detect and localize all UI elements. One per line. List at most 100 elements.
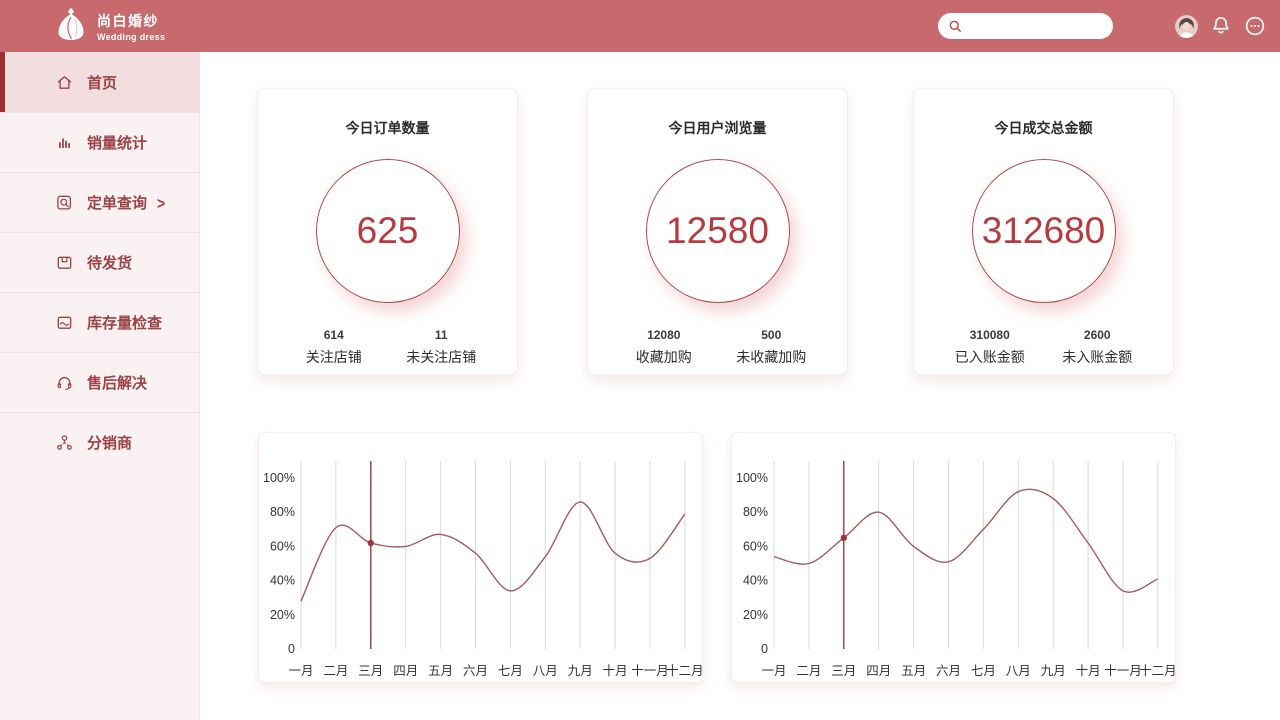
svg-text:100%: 100% [736,471,768,485]
more-icon[interactable] [1244,15,1266,37]
svg-text:十一月: 十一月 [631,664,669,678]
sidebar-item-distributors[interactable]: 分销商 [0,412,199,472]
svg-text:0: 0 [288,642,295,656]
brand: 尚白婚纱 Wedding dress [54,4,165,48]
sidebar-item-home[interactable]: 首页 [0,52,199,112]
stat-circle: 12580 [645,159,790,303]
stat-circle: 312680 [971,159,1116,303]
stat-sub-left: 614 关注店铺 [280,328,388,367]
bell-icon[interactable] [1210,15,1232,37]
svg-text:五月: 五月 [901,664,926,678]
svg-text:六月: 六月 [463,664,488,678]
svg-text:七月: 七月 [971,664,996,678]
svg-text:20%: 20% [270,608,295,622]
svg-text:20%: 20% [743,608,768,622]
svg-text:二月: 二月 [323,664,348,678]
stat-circle: 625 [315,159,460,303]
svg-text:三月: 三月 [358,664,383,678]
svg-text:十月: 十月 [1076,664,1101,678]
stat-card-pageviews: 今日用户浏览量 12580 12080 收藏加购 500 未收藏加购 [587,88,848,375]
svg-text:40%: 40% [270,574,295,588]
line-chart-card-left: 一月 二月 三月 四月 五月 六月 七月 八月 九月 十月 十一月 十二月 100% 80% 60% 40% 2… [258,432,704,683]
stat-sub-left: 12080 收藏加购 [610,328,718,367]
svg-text:0: 0 [761,642,768,656]
svg-text:80%: 80% [270,505,295,519]
sidebar-item-to-ship[interactable]: 待发货 [0,232,199,292]
stat-sub-right: 11 未关注店铺 [388,328,496,367]
stat-sub-value: 12080 [647,328,681,342]
svg-text:九月: 九月 [1041,664,1066,678]
sidebar-item-inventory-check[interactable]: 库存量检查 [0,292,199,352]
stat-card-title: 今日成交总金额 [994,120,1093,136]
sidebar-item-label: 库存量检查 [87,315,163,332]
svg-text:60%: 60% [270,539,295,553]
sidebar-item-order-search[interactable]: 定单查询 > [0,172,199,232]
stat-sub-right: 2600 未入账金额 [1044,328,1152,367]
package-icon [57,256,72,269]
stat-sub-value: 2600 [1083,328,1111,342]
svg-text:四月: 四月 [866,664,891,678]
chevron-right-icon: > [157,192,166,213]
stat-sub-label: 未入账金额 [1062,349,1133,365]
wedding-dress-icon [58,7,84,40]
svg-text:80%: 80% [743,505,768,519]
svg-text:十二月: 十二月 [666,664,704,678]
svg-text:40%: 40% [743,574,768,588]
svg-text:十二月: 十二月 [1139,664,1177,678]
inventory-icon [57,316,72,329]
svg-text:一月: 一月 [761,664,786,678]
stat-sub-label: 未收藏加购 [736,349,807,365]
sidebar-item-label: 定单查询 [87,195,148,212]
svg-text:一月: 一月 [288,664,313,678]
svg-text:60%: 60% [743,539,768,553]
network-icon [57,435,72,450]
stat-sub-right: 500 未收藏加购 [718,328,826,367]
stat-sub-label: 收藏加购 [635,349,692,365]
svg-text:五月: 五月 [428,664,453,678]
stat-value: 12580 [666,210,769,251]
stat-sub-left: 310080 已入账金额 [936,328,1044,367]
stat-sub-row: 310080 已入账金额 2600 未入账金额 [914,328,1173,367]
sidebar-item-label: 首页 [87,74,118,92]
avatar[interactable] [1175,14,1198,38]
stat-card-title: 今日订单数量 [345,120,430,136]
stat-sub-row: 614 关注店铺 11 未关注店铺 [258,328,517,367]
stat-sub-value: 500 [761,328,782,342]
svg-text:九月: 九月 [568,664,593,678]
order-search-icon [57,195,72,210]
stat-card-orders: 今日订单数量 625 614 关注店铺 11 未关注店铺 [257,88,518,375]
line-chart-card-right: 一月 二月 三月 四月 五月 六月 七月 八月 九月 十月 十一月 十二月 100% 80% 60% 40% 2… [731,432,1177,683]
brand-title: 尚白婚纱 [97,12,159,29]
sidebar-item-after-sales[interactable]: 售后解决 [0,352,199,412]
stat-sub-label: 未关注店铺 [406,349,477,365]
search-icon [949,20,961,32]
stat-card-revenue: 今日成交总金额 312680 310080 已入账金额 2600 未入账金额 [913,88,1174,375]
stat-card-title: 今日用户浏览量 [668,120,767,136]
svg-text:七月: 七月 [498,664,523,678]
stat-sub-label: 已入账金额 [954,349,1025,365]
bar-chart-icon [59,138,70,149]
brand-text: 尚白婚纱 Wedding dress [97,11,165,42]
stat-value: 625 [356,210,419,251]
svg-text:100%: 100% [263,471,295,485]
svg-text:十月: 十月 [603,664,628,678]
sidebar-item-label: 分销商 [87,435,133,452]
svg-text:二月: 二月 [796,664,821,678]
stat-sub-label: 关注店铺 [305,349,362,365]
sidebar-item-sales-stats[interactable]: 销量统计 [0,112,199,172]
top-header: 尚白婚纱 Wedding dress [0,0,1280,52]
search-bar[interactable] [938,13,1131,39]
stat-sub-row: 12080 收藏加购 500 未收藏加购 [588,328,847,367]
stat-sub-value: 310080 [969,328,1010,342]
header-actions [1175,0,1266,52]
home-icon [57,75,72,89]
stat-value: 312680 [981,210,1106,251]
svg-text:三月: 三月 [831,664,856,678]
svg-text:十一月: 十一月 [1104,664,1142,678]
sidebar: 首页 销量统计 定单查询 > 待发货 库存量检查 [0,52,200,720]
search-input[interactable] [964,16,1131,36]
headset-icon [57,376,72,390]
sidebar-item-label: 售后解决 [87,375,148,392]
